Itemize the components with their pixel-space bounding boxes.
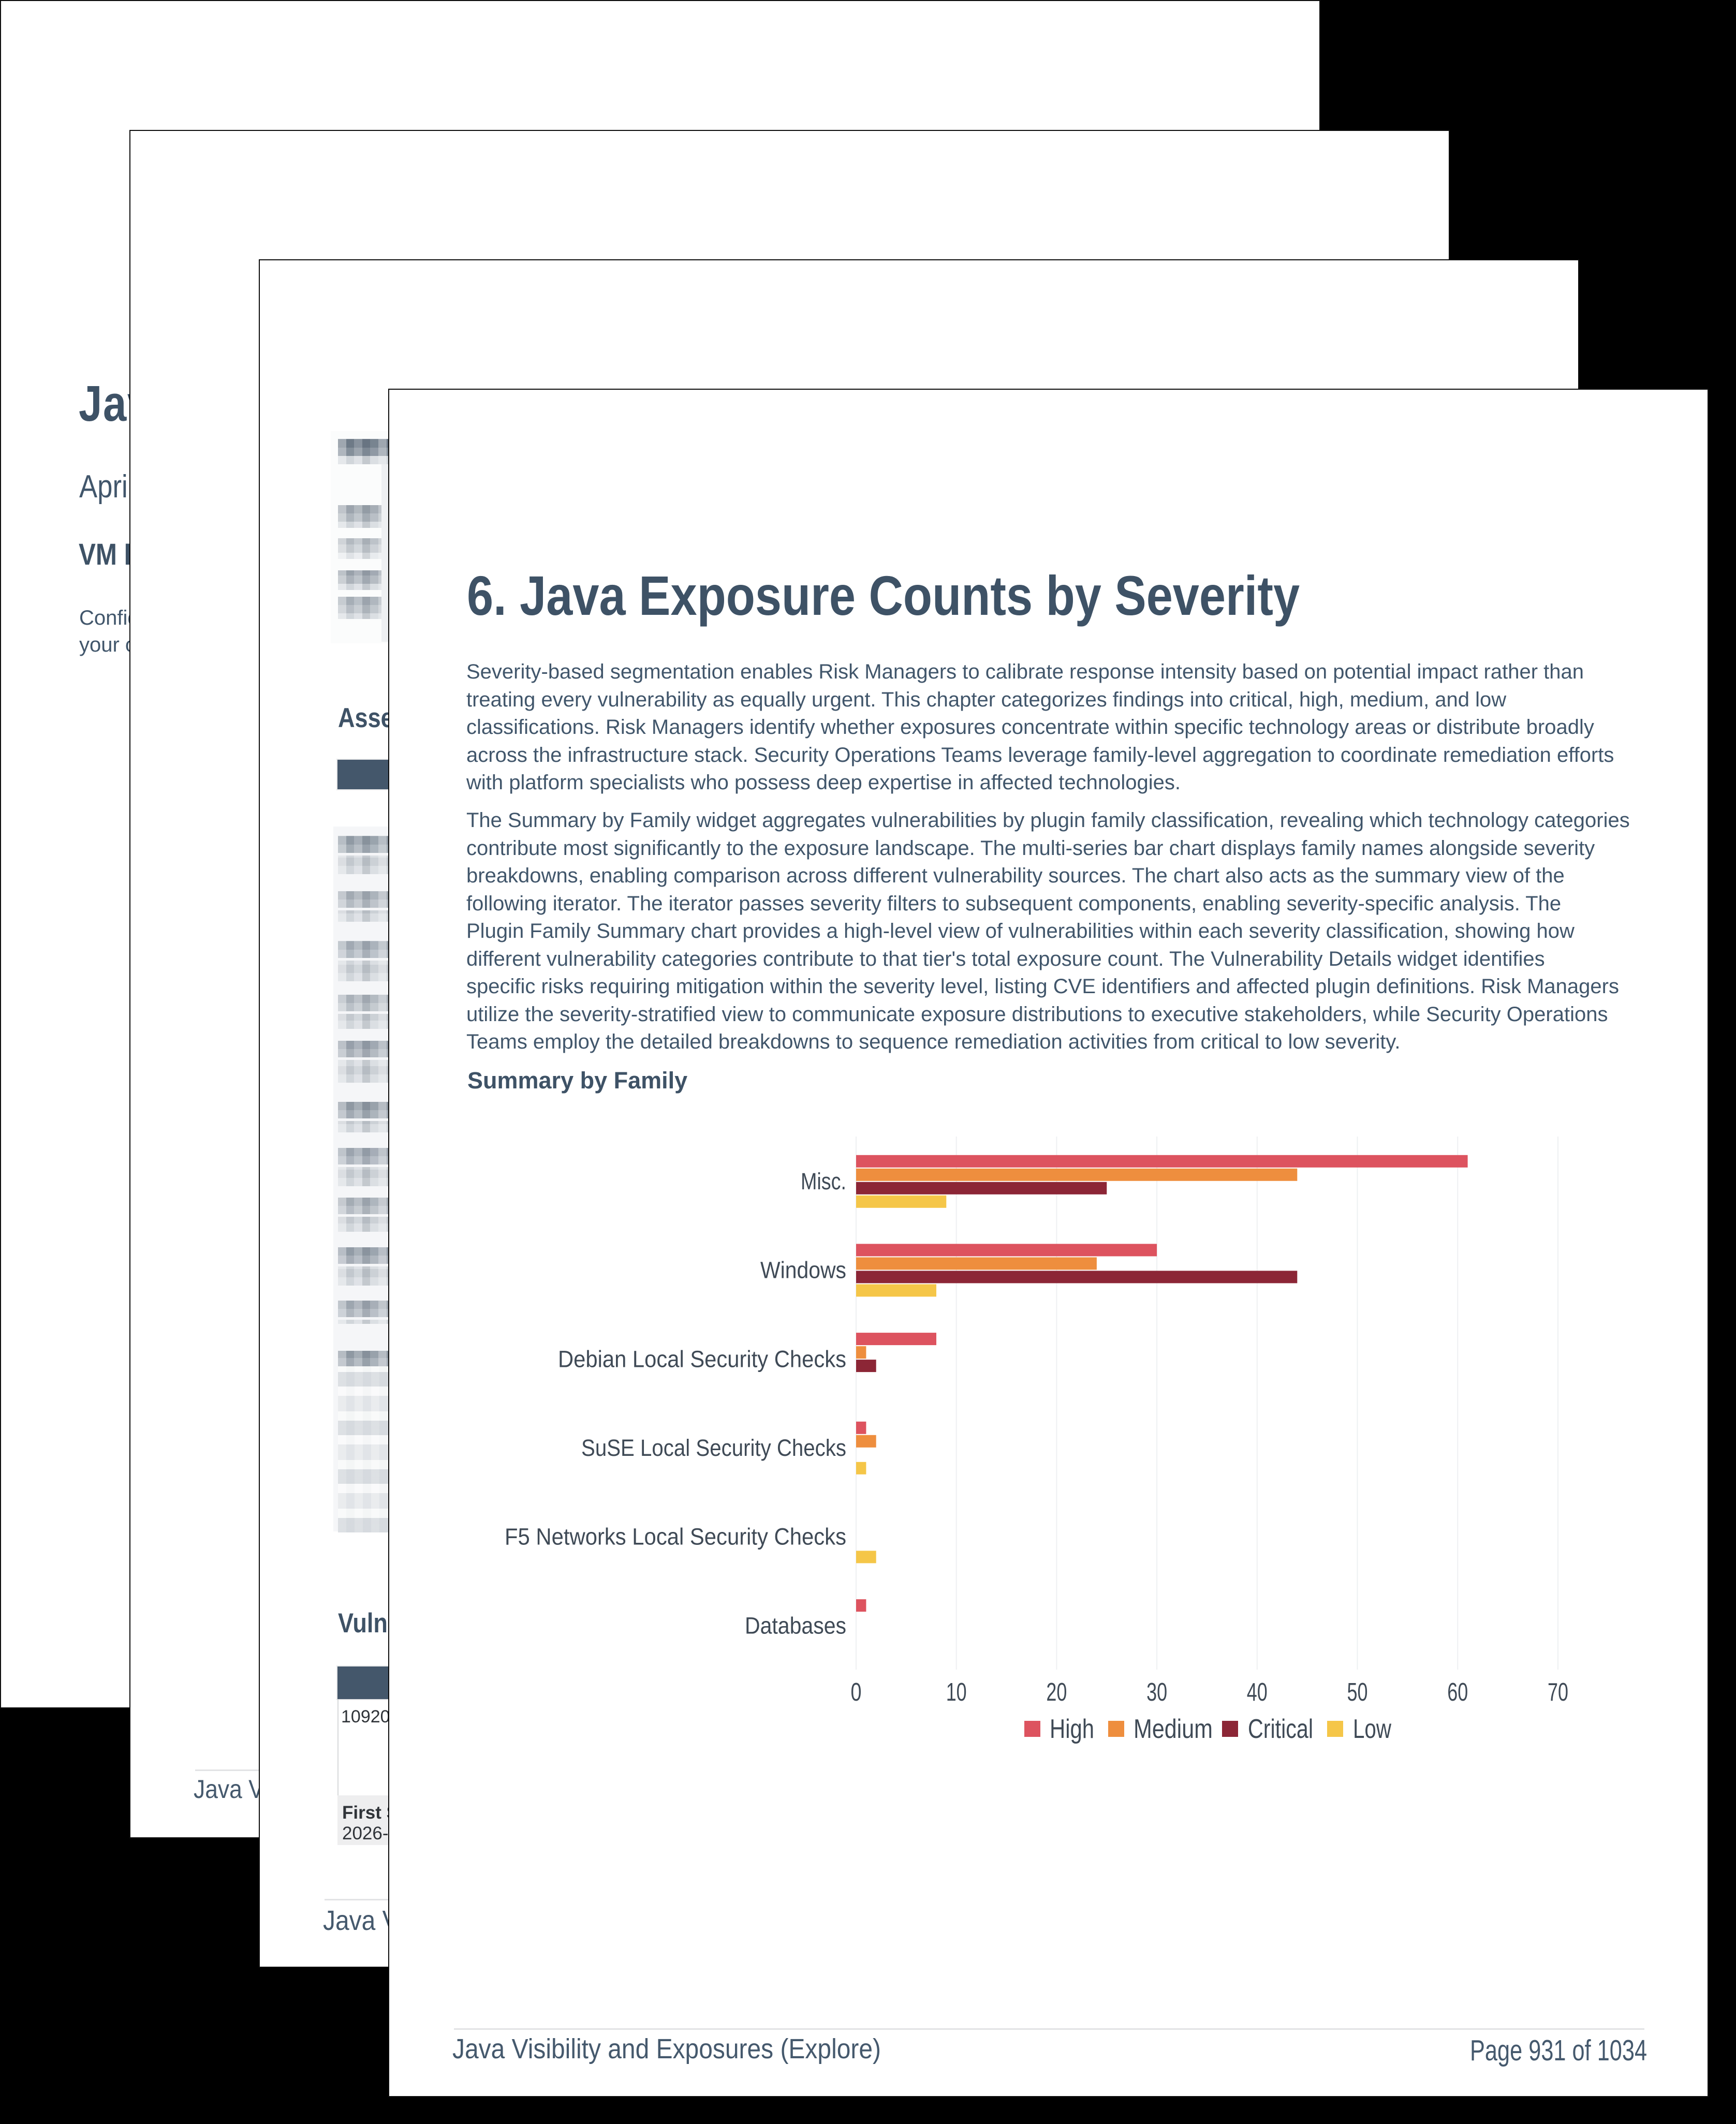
svg-text:Misc.: Misc. bbox=[801, 1168, 846, 1194]
svg-text:Low: Low bbox=[1353, 1714, 1391, 1744]
svg-text:Debian Local Security Checks: Debian Local Security Checks bbox=[558, 1346, 846, 1372]
svg-text:High: High bbox=[1050, 1714, 1094, 1744]
svg-text:Critical: Critical bbox=[1248, 1714, 1313, 1744]
svg-text:40: 40 bbox=[1247, 1678, 1268, 1706]
svg-text:Databases: Databases bbox=[745, 1612, 846, 1639]
svg-text:70: 70 bbox=[1548, 1678, 1568, 1706]
svg-text:SuSE Local Security Checks: SuSE Local Security Checks bbox=[581, 1435, 846, 1461]
svg-text:30: 30 bbox=[1146, 1678, 1167, 1706]
svg-text:10: 10 bbox=[946, 1678, 967, 1706]
svg-text:0: 0 bbox=[851, 1678, 862, 1706]
svg-text:Windows: Windows bbox=[760, 1257, 846, 1284]
svg-text:60: 60 bbox=[1447, 1678, 1468, 1706]
svg-text:50: 50 bbox=[1347, 1678, 1368, 1706]
svg-text:20: 20 bbox=[1046, 1678, 1067, 1706]
svg-text:F5 Networks Local Security Che: F5 Networks Local Security Checks bbox=[505, 1524, 846, 1550]
svg-text:Medium: Medium bbox=[1134, 1714, 1213, 1744]
